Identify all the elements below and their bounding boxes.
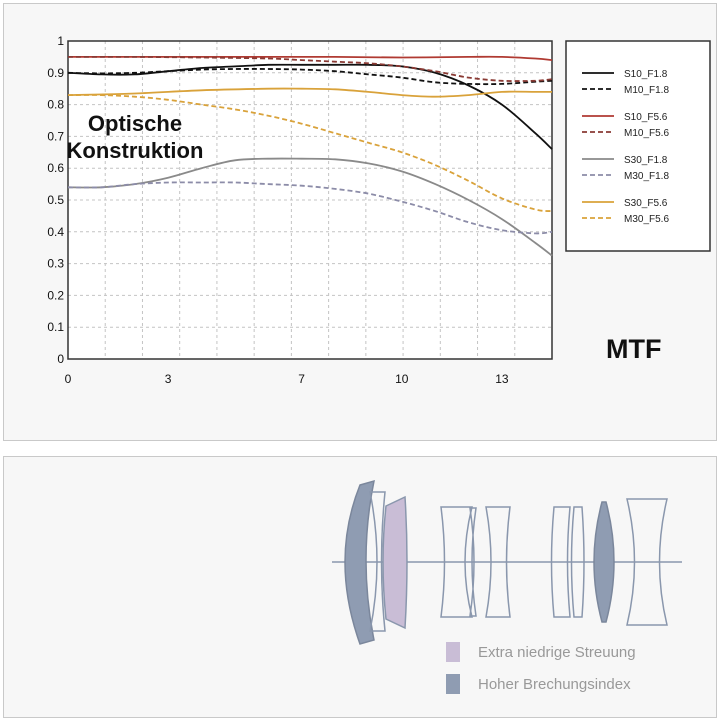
lens-element-5 (469, 507, 477, 617)
lens-element-6 (485, 506, 511, 618)
legend-entry: S10_F5.6 (624, 112, 668, 123)
y-tick-label: 0.1 (47, 320, 64, 334)
legend-label: Extra niedrige Streuung (478, 643, 636, 661)
chart-title: MTF (606, 334, 662, 364)
x-tick-label: 13 (495, 372, 509, 386)
x-tick-label: 3 (165, 372, 172, 386)
legend-high-refraction: Hoher Brechungsindex (446, 674, 631, 694)
y-tick-label: 0 (57, 352, 64, 366)
extra-low-dispersion-swatch (446, 642, 460, 662)
lens-element-1 (344, 479, 375, 645)
legend-entry: M10_F1.8 (624, 85, 669, 96)
lens-element-7 (550, 506, 571, 618)
series-line-M10_F5.6 (67, 55, 553, 82)
lens-element-8 (570, 506, 585, 618)
x-tick-label: 7 (298, 372, 305, 386)
legend-entry: M10_F5.6 (624, 128, 669, 139)
legend-extra-low-dispersion: Extra niedrige Streuung (446, 642, 636, 662)
series-line-M10_F1.8 (67, 68, 553, 86)
legend-entry: M30_F5.6 (624, 214, 669, 225)
series-line-M30_F1.8 (67, 181, 553, 235)
series-line-S30_F5.6 (67, 87, 552, 98)
mtf-chart: 00.10.20.30.40.50.60.70.80.910 3 7 10 13S10_… (47, 34, 711, 386)
optics-title: Optische Konstruktion (40, 110, 230, 164)
optics-title-line2: Konstruktion (66, 138, 204, 163)
legend-label: Hoher Brechungsindex (478, 675, 631, 693)
y-tick-label: 1 (57, 34, 64, 48)
series-line-S30_F1.8 (67, 157, 553, 257)
legend-entry: S30_F5.6 (624, 198, 668, 209)
y-tick-label: 0.8 (47, 98, 64, 112)
legend-entry: M30_F1.8 (624, 171, 669, 182)
y-tick-label: 0.2 (47, 288, 64, 302)
legend-entry: S10_F1.8 (624, 69, 668, 80)
y-tick-label: 0.4 (47, 225, 64, 239)
y-tick-label: 0.9 (47, 66, 64, 80)
y-tick-label: 0.6 (47, 161, 64, 175)
optics-title-line1: Optische (87, 111, 183, 136)
series-line-M30_F5.6 (67, 94, 553, 212)
legend-box (565, 40, 711, 252)
lens-element-3 (382, 495, 408, 630)
x-tick-label: 10 (395, 372, 409, 386)
plot-frame (67, 40, 553, 360)
y-tick-label: 0.7 (47, 129, 64, 143)
high-refraction-swatch (446, 674, 460, 694)
x-tick-label: 0 (65, 372, 72, 386)
lens-element-4 (440, 506, 473, 618)
y-tick-label: 0.5 (47, 193, 64, 207)
lens-element-2 (369, 491, 386, 632)
lens-element-10 (626, 498, 668, 626)
lens-element-9 (593, 501, 615, 623)
y-tick-label: 0.3 (47, 257, 64, 271)
legend-entry: S30_F1.8 (624, 155, 668, 166)
